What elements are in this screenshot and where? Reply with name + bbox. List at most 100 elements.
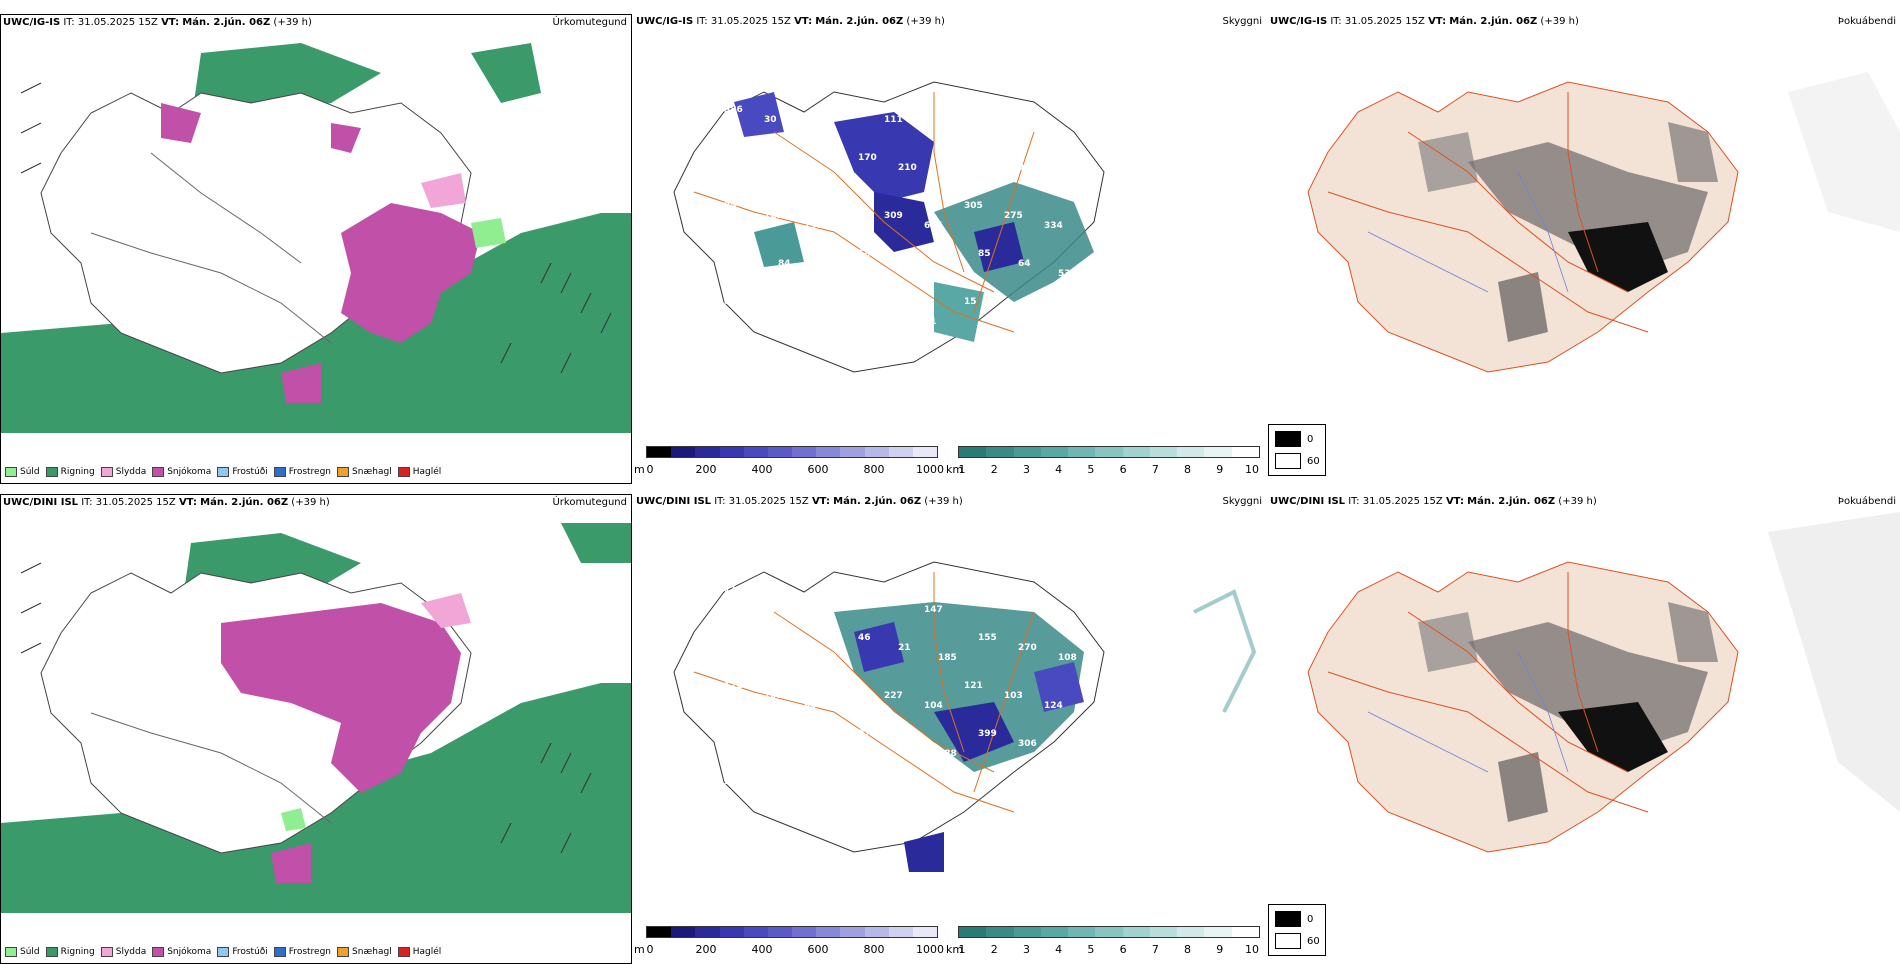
legend-item: Snjókoma [152, 467, 211, 477]
panel-header: UWC/IG-IS IT: 31.05.2025 15Z VT: Mán. 2.… [1270, 16, 1579, 27]
scale-step [864, 447, 889, 457]
cloud-base-label: 111 [844, 777, 863, 787]
cloud-base-label: 88 [738, 153, 751, 163]
lead-time: (+39 h) [924, 496, 963, 507]
legend-item: Súld [5, 947, 40, 957]
cloud-base-label: 43 [804, 605, 817, 615]
legend-item: Frostúði [217, 947, 268, 957]
precip-legend: Súld Rigning Slydda Snjókoma Frostúði Frostre… [5, 947, 441, 957]
scale-step [888, 447, 913, 457]
panel-title: Úrkomutegund [552, 17, 627, 28]
legend-label: Haglél [412, 947, 442, 957]
legend-item: Rigning [45, 467, 95, 477]
scale-unit: m [634, 463, 645, 476]
panel-header: UWC/IG-IS IT: 31.05.2025 15Z VT: Mán. 2.… [636, 16, 945, 27]
legend-label: Snæhagl [352, 467, 392, 477]
cloud-base-label: 83 [844, 201, 857, 211]
cloud-base-label: 253 [778, 739, 797, 749]
legend-swatch [45, 947, 58, 957]
legend-label: Haglél [412, 467, 442, 477]
panel-header: UWC/DINI ISL IT: 31.05.2025 15Z VT: Mán.… [636, 496, 963, 507]
base-scale-bottom: m 0 200 400 600 800 1000 [634, 926, 944, 956]
cloud-base-label: 11 [724, 585, 737, 595]
cloud-base-label: 172 [844, 681, 863, 691]
init-time: IT: 31.05.2025 15Z [696, 16, 791, 27]
valid-time-label: VT: [794, 16, 813, 27]
scale-step [1068, 447, 1096, 457]
precip-map [1, 33, 631, 433]
valid-time: Mán. 2.jún. 06Z [815, 16, 904, 27]
legend-label: Súld [20, 467, 40, 477]
legend-label: Snjókoma [167, 467, 212, 477]
init-time: IT: 31.05.2025 15Z [714, 496, 809, 507]
legend-swatch [397, 947, 410, 957]
lead-time: (+39 h) [1558, 496, 1597, 507]
scale-step [864, 927, 889, 937]
cloud-base-label: 28 [818, 269, 831, 279]
cloud-base-label: 185 [938, 653, 957, 663]
cloud-base-label: 46 [858, 633, 871, 643]
scale-step [671, 447, 696, 457]
legend-swatch [45, 467, 58, 477]
scale-step [767, 927, 793, 937]
visibility-scale-top: km 1 2 3 4 5 6 7 8 9 10 [946, 446, 1266, 476]
cloud-base-label: 21 [778, 643, 791, 653]
legend-item: Slydda [100, 467, 146, 477]
scale-tick: 1000 [916, 463, 944, 476]
cloud-base-label: 226 [924, 797, 943, 807]
init-time: IT: 31.05.2025 15Z [63, 17, 158, 28]
valid-time-label: VT: [1428, 16, 1447, 27]
legend-label: Frostúði [232, 467, 268, 477]
cloud-base-label: 60 [778, 163, 791, 173]
init-time: IT: 31.05.2025 15Z [1348, 496, 1443, 507]
cloud-base-label: 386 [724, 105, 743, 115]
fog-legend-top: 0 60 [1268, 424, 1326, 476]
scale-step [1068, 927, 1096, 937]
fog-panel-top: UWC/IG-IS IT: 31.05.2025 15Z VT: Mán. 2.… [1268, 14, 1900, 484]
cloud-base-label: 108 [1058, 653, 1077, 663]
cloud-base-label: 92 [844, 105, 857, 115]
cloud-base-label: 80 [724, 297, 737, 307]
cloud-base-label: 334 [1044, 221, 1063, 231]
legend-label: Rigning [60, 947, 95, 957]
panel-title: Skyggni [1222, 496, 1262, 507]
cloud-base-label: 399 [978, 729, 997, 739]
cloud-base-label: 150 [898, 739, 917, 749]
cloud-base-label: 664 [924, 221, 943, 231]
scale-step [647, 447, 672, 457]
scale-bar [646, 446, 938, 458]
legend-item: Frostregn [273, 467, 331, 477]
cloud-base-label: 180 [1044, 605, 1063, 615]
scale-step [767, 447, 793, 457]
cloud-base-label: 11 [924, 317, 937, 327]
cloud-base-label: 24 [724, 201, 737, 211]
scale-tick: 6 [1119, 463, 1127, 476]
legend-swatch [217, 467, 230, 477]
fog-legend-bottom: 0 60 [1268, 904, 1326, 956]
scale-step [1204, 927, 1232, 937]
cloud-base-label: 14 [804, 125, 817, 135]
cloud-base-label: 6 [938, 269, 944, 279]
scale-step [792, 927, 817, 937]
scale-step [840, 927, 865, 937]
base-scale-top: m 0 200 400 600 800 1000 [634, 446, 944, 476]
cloud-base-label: 640 [804, 317, 823, 327]
fog-legend-row: 60 [1275, 453, 1320, 469]
cloud-base-label: 121 [764, 211, 783, 221]
cloud-map: 386 30 14 92 111 2 97 58 73 88 60 46 170 210 146 129 95 8… [673, 81, 1105, 373]
scale-step [816, 447, 841, 457]
init-time: IT: 31.05.2025 15Z [81, 497, 176, 508]
visibility-scale-bottom: km 1 2 3 4 5 6 7 8 9 10 [946, 926, 1266, 956]
scale-tick: 7 [1151, 463, 1159, 476]
valid-time-label: VT: [178, 497, 197, 508]
valid-time: Mán. 2.jún. 06Z [833, 496, 922, 507]
panel-title: Þokuábendi [1837, 496, 1896, 507]
cloud-base-label: 94 [804, 701, 817, 711]
legend-swatch [152, 947, 165, 957]
valid-time-label: VT: [811, 496, 830, 507]
cloud-base-label: 64 [1018, 259, 1031, 269]
precip-panel-bottom: UWC/DINI ISL IT: 31.05.2025 15Z VT: Mán.… [0, 494, 632, 964]
scale-tick: 0 [646, 463, 654, 476]
model-name: UWC/IG-IS [1270, 16, 1328, 27]
cloud-base-label: 104 [924, 701, 943, 711]
